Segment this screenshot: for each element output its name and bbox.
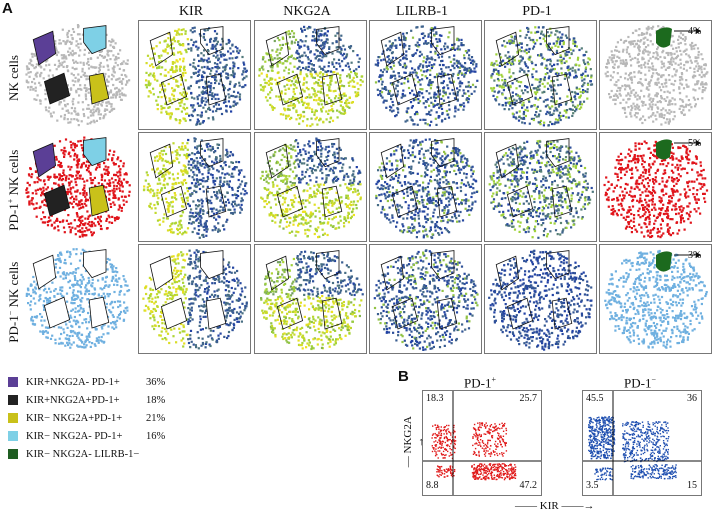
percent-label-row1: 4% (688, 26, 702, 37)
tsne-tile (254, 132, 367, 242)
column-title-nkg2a: NKG2A (283, 4, 331, 19)
panel-b-label: B (398, 368, 409, 385)
panel-a-label: A (2, 0, 13, 17)
tsne-tile (22, 132, 133, 240)
tsne-tile (138, 244, 251, 354)
tsne-tile (254, 20, 367, 130)
legend-percent: 21% (146, 412, 166, 424)
tsne-tile (138, 132, 251, 242)
legend-item: KIR− NKG2A+PD-1+ 21% (8, 411, 165, 425)
quadrant-top-left: 18.3 (426, 393, 444, 404)
legend-percent: 16% (146, 430, 166, 442)
flow-xlabel: —— KIR ——→ (515, 500, 595, 512)
flow-plot-pd1-negative: 45.5 36 3.5 15 (582, 390, 702, 496)
tsne-tile (369, 20, 482, 130)
legend-percent: 18% (146, 394, 166, 406)
tsne-tile (369, 244, 482, 354)
legend-text: KIR+NKG2A+PD-1+ (26, 394, 120, 406)
legend-item: KIR+NKG2A+PD-1+ 18% (8, 393, 165, 407)
legend-text: KIR− NKG2A- LILRB-1− (26, 448, 140, 460)
legend-item: KIR+NKG2A- PD-1+ 36% (8, 375, 165, 389)
legend-text: KIR− NKG2A- PD-1+ (26, 430, 123, 442)
percent-label-row3: 3% (688, 250, 702, 261)
tsne-tile (484, 20, 597, 130)
tsne-tile (254, 244, 367, 354)
row-title-pd1-positive: PD-1+ NK cells (5, 149, 22, 231)
row-title-pd1-negative: PD-1− NK cells (5, 261, 22, 343)
flow-ylabel: — NKG2A → (402, 416, 426, 468)
quadrant-bottom-left: 3.5 (586, 480, 599, 491)
legend-swatch (8, 377, 18, 387)
flow-plot-pd1-positive: 18.3 25.7 8.8 47.2 (422, 390, 542, 496)
legend-swatch (8, 449, 18, 459)
tsne-tile (484, 244, 597, 354)
legend-text: KIR+NKG2A- PD-1+ (26, 376, 120, 388)
column-title-kir: KIR (178, 4, 204, 19)
tsne-tile (599, 244, 712, 354)
legend-item: KIR− NKG2A- PD-1+ 16% (8, 429, 165, 443)
quadrant-bottom-right: 47.2 (519, 480, 538, 491)
quadrant-bottom-right: 15 (687, 480, 697, 491)
quadrant-top-left: 45.5 (586, 393, 604, 404)
flow-title-pd1-negative: PD-1− (624, 375, 656, 391)
tsne-tile (369, 132, 482, 242)
tsne-tile (22, 244, 133, 352)
legend-percent: 36% (146, 376, 166, 388)
quadrant-bottom-left: 8.8 (426, 480, 439, 491)
tsne-tile (138, 20, 251, 130)
column-title-lilrb1: LILRB-1 (395, 4, 449, 19)
flow-title-pd1-positive: PD-1+ (464, 375, 496, 391)
tsne-tile (22, 20, 133, 128)
tsne-tile (484, 132, 597, 242)
legend-swatch (8, 395, 18, 405)
legend-swatch (8, 413, 18, 423)
percent-label-row2: 5% (688, 138, 702, 149)
column-title-pd1: PD-1 (522, 4, 552, 19)
legend-swatch (8, 431, 18, 441)
row-title-nk-cells: NK cells (6, 55, 21, 101)
legend-text: KIR− NKG2A+PD-1+ (26, 412, 123, 424)
quadrant-top-right: 36 (687, 393, 697, 404)
quadrant-top-right: 25.7 (519, 393, 538, 404)
tsne-tile (599, 132, 712, 242)
legend-item: KIR− NKG2A- LILRB-1− (8, 447, 146, 461)
tsne-tile (599, 20, 712, 130)
